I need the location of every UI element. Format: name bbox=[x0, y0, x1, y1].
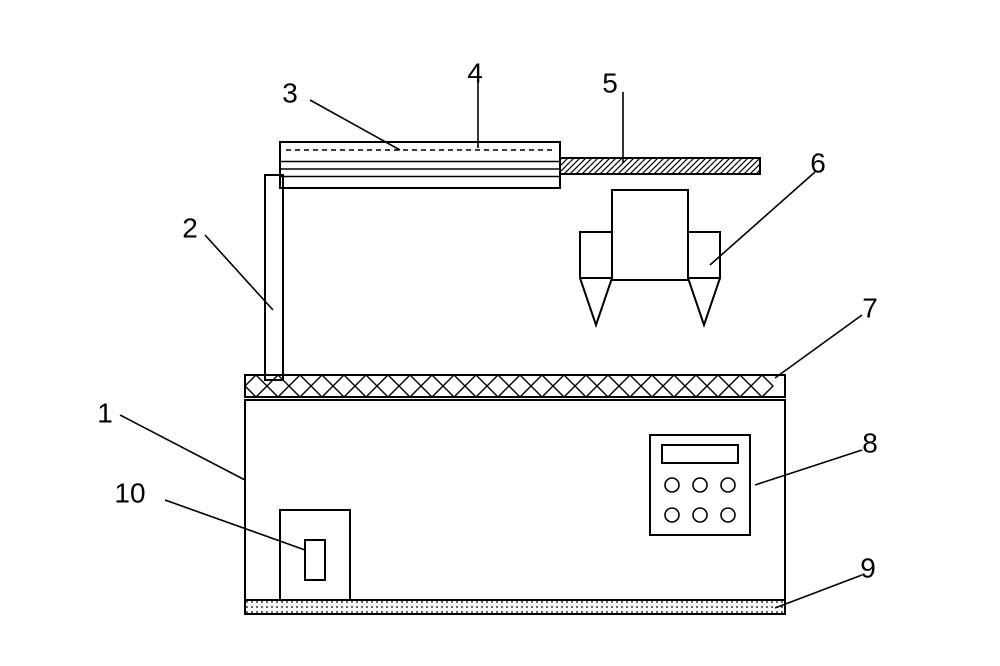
machine-drawing bbox=[245, 142, 785, 614]
technical-diagram: 1 2 3 4 5 6 7 8 9 10 bbox=[0, 0, 1000, 666]
label-8: 8 bbox=[862, 427, 878, 458]
label-7: 7 bbox=[862, 292, 878, 323]
label-3: 3 bbox=[282, 77, 298, 108]
label-4: 4 bbox=[467, 57, 483, 88]
label-9: 9 bbox=[860, 552, 876, 583]
label-2: 2 bbox=[182, 212, 198, 243]
part-labels: 1 2 3 4 5 6 7 8 9 10 bbox=[97, 57, 878, 583]
label-10: 10 bbox=[114, 477, 145, 508]
label-5: 5 bbox=[602, 67, 618, 98]
label-1: 1 bbox=[97, 397, 113, 428]
label-6: 6 bbox=[810, 147, 826, 178]
